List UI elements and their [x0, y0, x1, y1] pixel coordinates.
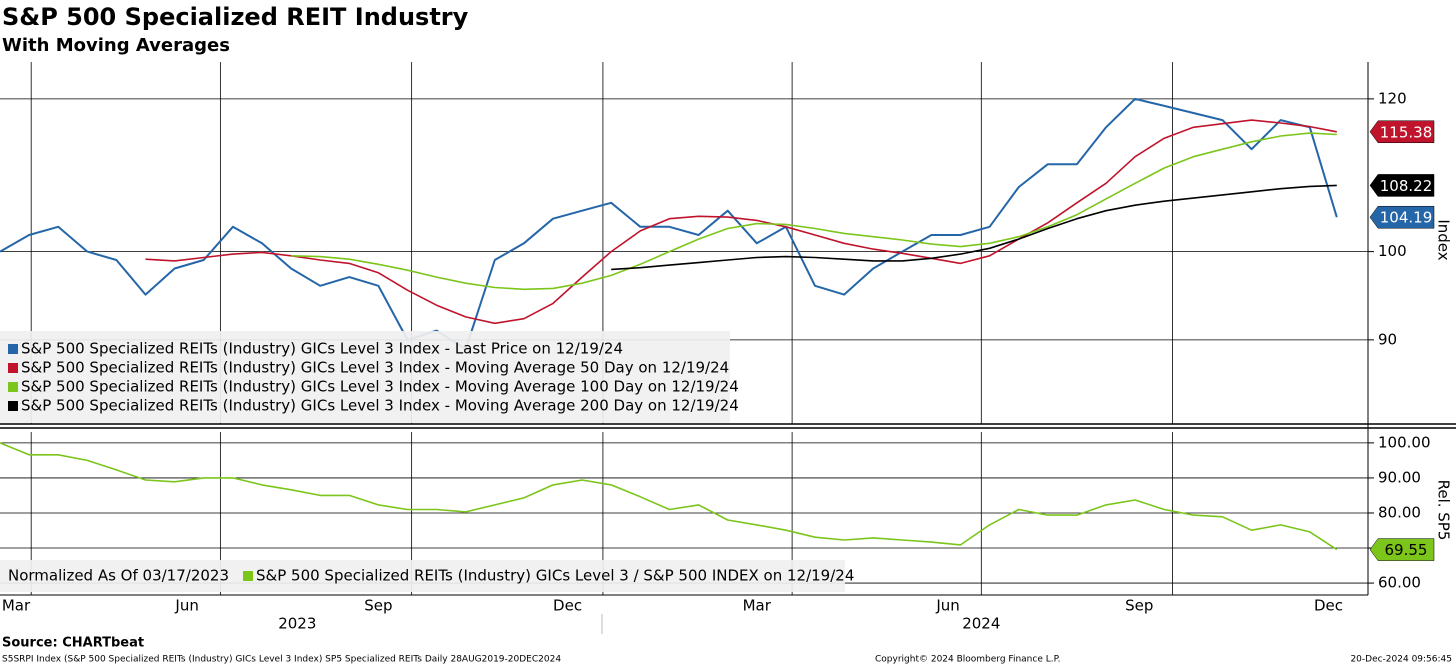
end-flag [1369, 174, 1435, 197]
annotation: Normalized As Of 03/17/2023 [8, 567, 229, 585]
chart-title: S&P 500 Specialized REIT Industry [2, 3, 469, 31]
legend-swatch [8, 382, 18, 392]
legend-label: S&P 500 Specialized REITs (Industry) GIC… [21, 340, 623, 358]
series-line [145, 119, 1337, 325]
panel: 90 100 120 104.19 115.38 108.22 S&P 500 Specia… [0, 62, 1435, 424]
end-flag [1369, 205, 1435, 229]
legend-label: S&P 500 Specialized REITs (Industry) GIC… [21, 378, 739, 396]
y-tick-label: 100 [1378, 242, 1407, 260]
series-line [611, 184, 1337, 271]
legend-label: S&P 500 Specialized REITs (Industry) GIC… [256, 567, 854, 585]
end-label: 115.38 [1380, 123, 1433, 141]
y-tick-label: 80.00 [1378, 503, 1421, 521]
legend-swatch [8, 344, 18, 354]
legend-swatch [8, 363, 18, 373]
x-tick-label: Dec [553, 597, 582, 615]
legend-label: S&P 500 Specialized REITs (Industry) GIC… [21, 359, 729, 377]
legend-swatch [243, 571, 253, 581]
end-flag [1369, 120, 1435, 144]
x-tick-label: Mar [2, 597, 31, 615]
series-line [0, 442, 1338, 551]
x-tick-label: Jun [174, 597, 198, 615]
source: Source: CHARTbeat [2, 636, 144, 651]
series-line [0, 97, 1338, 351]
end-label: 69.55 [1385, 541, 1428, 559]
footer-copyright: Copyright© 2024 Bloomberg Finance L.P. [875, 655, 1060, 665]
series-line [291, 132, 1337, 291]
x-tick-label: Sep [1125, 597, 1153, 615]
panel: 60.0070.0080.0090.00100.00MarJunSepDecMa… [0, 432, 1435, 633]
end-flag [1369, 538, 1435, 561]
year-label: 2023 [278, 615, 316, 633]
footer-timestamp: 20-Dec-2024 09:56:45 [1350, 655, 1452, 665]
x-tick-label: Sep [364, 597, 392, 615]
y-tick-label: 90 [1378, 330, 1397, 348]
year-label: 2024 [962, 615, 1000, 633]
legend-swatch [8, 401, 18, 411]
y-tick-label: 60.00 [1378, 574, 1421, 592]
y-tick-label: 90.00 [1378, 468, 1421, 486]
x-tick-label: Jun [935, 597, 959, 615]
end-label: 108.22 [1380, 177, 1433, 195]
x-tick-label: Mar [743, 597, 772, 615]
legend-box [0, 331, 730, 423]
end-label: 104.19 [1380, 209, 1433, 227]
footer-description: S5SRPI Index (S&P 500 Specialized REITs … [2, 655, 561, 665]
legend-label: S&P 500 Specialized REITs (Industry) GIC… [21, 397, 739, 415]
y-axis-label: Index [1435, 219, 1453, 260]
y-tick-label: 120 [1378, 89, 1407, 107]
y-tick-label: 100.00 [1378, 433, 1431, 451]
legend-box [0, 560, 845, 592]
y-axis-label: Rel. SP5 [1435, 480, 1453, 541]
x-tick-label: Dec [1314, 597, 1343, 615]
chart-subtitle: With Moving Averages [2, 35, 230, 56]
